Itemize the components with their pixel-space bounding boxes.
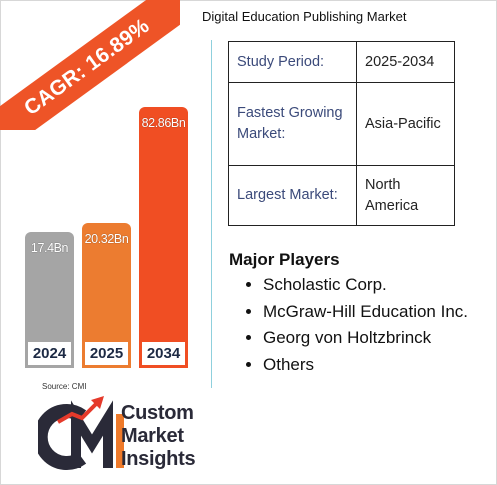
logo-wordmark: Custom Market Insights <box>121 402 196 471</box>
major-players-list: Scholastic Corp. McGraw-Hill Education I… <box>246 272 493 378</box>
logo-line-market: Market <box>121 425 184 447</box>
info-value: Asia-Pacific <box>356 82 455 166</box>
info-key: Fastest Growing Market: <box>228 82 357 166</box>
source-note: Source: CMI <box>42 382 87 391</box>
info-value: 2025-2034 <box>356 41 455 83</box>
player-item: McGraw-Hill Education Inc. <box>263 299 493 326</box>
info-key: Largest Market: <box>228 165 357 226</box>
bar-2024: 17.4Bn 2024 <box>25 232 74 368</box>
info-value: North America <box>356 165 455 226</box>
chart-title: Digital Education Publishing Market <box>202 9 407 24</box>
logo-line-custom: Custom <box>121 402 194 424</box>
cagr-text: CAGR: 16.89% <box>20 14 154 121</box>
info-row-fastest-growing: Fastest Growing Market: Asia-Pacific <box>228 82 455 166</box>
bar-value-label: 82.86Bn <box>141 116 186 130</box>
bar-2034: 82.86Bn 2034 <box>139 107 188 368</box>
bar-category-label: 2025 <box>85 341 128 365</box>
vertical-divider <box>211 40 212 388</box>
info-key: Study Period: <box>228 41 357 83</box>
bar-category-label: 2024 <box>28 341 71 365</box>
player-item: Georg von Holtzbrinck <box>263 325 493 352</box>
logo-line-insights: Insights <box>121 448 196 470</box>
info-row-largest-market: Largest Market: North America <box>228 165 455 226</box>
cmi-logo-icon <box>38 396 124 470</box>
bar-category-label: 2034 <box>142 342 185 365</box>
info-row-study-period: Study Period: 2025-2034 <box>228 41 455 83</box>
major-players-heading: Major Players <box>229 250 340 269</box>
bar-2025: 20.32Bn 2025 <box>82 223 131 368</box>
bar-value-label: 17.4Bn <box>30 241 69 256</box>
player-item: Others <box>263 352 493 379</box>
market-info-table: Study Period: 2025-2034 Fastest Growing … <box>228 41 455 226</box>
player-item: Scholastic Corp. <box>263 272 493 299</box>
bar-value-label: 20.32Bn <box>84 232 129 247</box>
